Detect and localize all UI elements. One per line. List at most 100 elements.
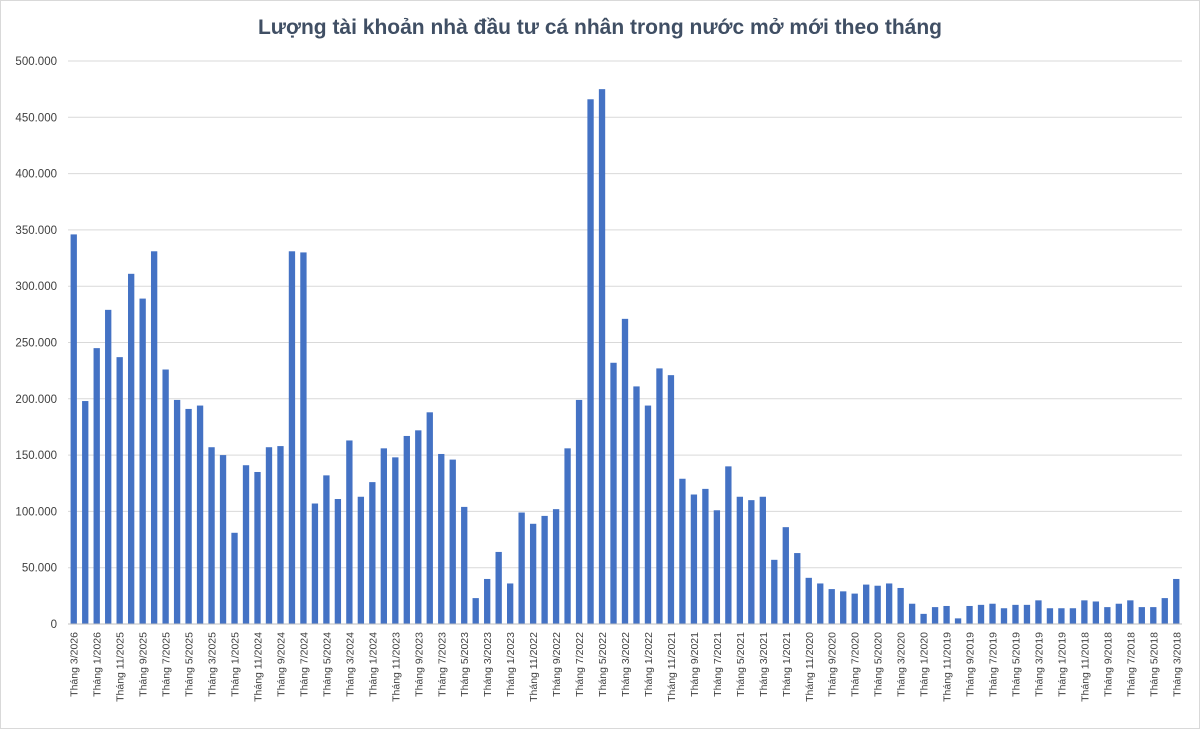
y-axis-ticks: 0 50.000 100.000 150.000 200.000 250.000 300.0… (15, 56, 57, 631)
bar (208, 447, 215, 624)
y-tick-label: 0 (51, 619, 57, 631)
bar (93, 348, 100, 624)
x-tick-label: Tháng 1/2025 (230, 632, 242, 697)
x-tick-label: Tháng 7/2020 (850, 632, 862, 697)
x-axis-ticks: Tháng 3/2026 Tháng 1/2026 Tháng 11/2025 Thá… (69, 632, 1184, 702)
x-tick-label: Tháng 11/2018 (1079, 632, 1091, 702)
bar (529, 523, 537, 624)
bar (1138, 607, 1145, 624)
x-tick-label: Tháng 9/2025 (138, 632, 150, 697)
x-tick-label: Tháng 5/2020 (873, 632, 885, 697)
bar (1058, 608, 1065, 624)
y-tick-label: 350.000 (15, 225, 57, 237)
x-tick-label: Tháng 3/2018 (1171, 632, 1183, 697)
bar (759, 496, 766, 624)
bar (1150, 607, 1157, 624)
bar (254, 471, 261, 624)
bar (954, 618, 962, 624)
bar (863, 584, 870, 624)
bar (1012, 604, 1019, 624)
x-tick-label: Tháng 1/2021 (781, 632, 793, 697)
bar (725, 466, 732, 624)
bar (736, 496, 744, 624)
bar (70, 234, 77, 624)
bar (702, 488, 709, 624)
bar (196, 405, 204, 624)
x-tick-label: Tháng 1/2019 (1056, 632, 1068, 697)
y-tick-label: 500.000 (15, 56, 57, 68)
bar (185, 408, 192, 624)
x-tick-label: Tháng 11/2022 (528, 632, 540, 702)
bar (1173, 578, 1180, 624)
bar (162, 369, 169, 624)
x-tick-label: Tháng 3/2019 (1033, 632, 1045, 697)
bar (495, 551, 502, 624)
bar (128, 273, 135, 624)
bar (931, 607, 939, 624)
bar (897, 587, 904, 624)
bar (265, 447, 273, 624)
bar (82, 401, 89, 624)
bar (219, 455, 227, 624)
bar (621, 318, 629, 624)
bar (575, 399, 583, 624)
chart-title: Lượng tài khoản nhà đầu tư cá nhân trong… (257, 16, 943, 39)
x-tick-label: Tháng 3/2023 (482, 632, 494, 697)
bar (518, 512, 525, 624)
bar (173, 399, 181, 624)
x-tick-label: Tháng 7/2018 (1125, 632, 1137, 697)
bar (851, 593, 858, 624)
x-tick-label: Tháng 9/2024 (275, 632, 287, 697)
bar (369, 482, 376, 624)
x-tick-label: Tháng 7/2019 (988, 632, 1000, 697)
bar (644, 405, 652, 624)
bar (541, 515, 548, 624)
x-tick-label: Tháng 11/2019 (942, 632, 954, 702)
bar (1115, 603, 1122, 624)
x-tick-label: Tháng 7/2025 (161, 632, 173, 697)
bar (713, 510, 721, 624)
bar (288, 251, 296, 625)
bar (105, 309, 112, 624)
bar (794, 553, 801, 624)
bar (449, 459, 456, 624)
x-tick-label: Tháng 1/2024 (367, 632, 379, 697)
bar (1046, 608, 1054, 624)
x-tick-label: Tháng 9/2022 (551, 632, 563, 697)
bar (300, 252, 307, 625)
x-tick-label: Tháng 11/2021 (666, 632, 678, 702)
bar (782, 527, 789, 624)
x-tick-label: Tháng 5/2018 (1148, 632, 1160, 697)
x-tick-label: Tháng 7/2023 (436, 632, 448, 697)
bar (908, 603, 916, 624)
x-tick-label: Tháng 7/2022 (574, 632, 586, 697)
bar (1081, 600, 1088, 624)
bar (334, 499, 342, 624)
bar (116, 357, 123, 624)
x-tick-label: Tháng 11/2025 (115, 632, 127, 702)
bar (748, 500, 755, 624)
x-tick-label: Tháng 11/2024 (252, 632, 264, 702)
bar (507, 583, 514, 624)
bar (242, 465, 250, 624)
bar (1069, 608, 1077, 624)
x-tick-label: Tháng 3/2025 (207, 632, 219, 697)
x-tick-label: Tháng 3/2020 (896, 632, 908, 697)
x-tick-label: Tháng 3/2021 (758, 632, 770, 697)
x-tick-label: Tháng 5/2024 (321, 632, 333, 697)
bar (1000, 608, 1008, 624)
bar (231, 532, 238, 624)
bar (1161, 598, 1168, 624)
bar (610, 362, 617, 624)
x-tick-label: Tháng 9/2023 (413, 632, 425, 697)
bar (438, 453, 445, 624)
bar (977, 604, 985, 624)
x-tick-label: Tháng 5/2021 (735, 632, 747, 697)
bars (70, 89, 1180, 625)
x-tick-label: Tháng 5/2019 (1010, 632, 1022, 697)
bar (1023, 604, 1031, 624)
bar (346, 440, 353, 624)
y-tick-label: 200.000 (15, 394, 57, 406)
bar (943, 605, 950, 624)
